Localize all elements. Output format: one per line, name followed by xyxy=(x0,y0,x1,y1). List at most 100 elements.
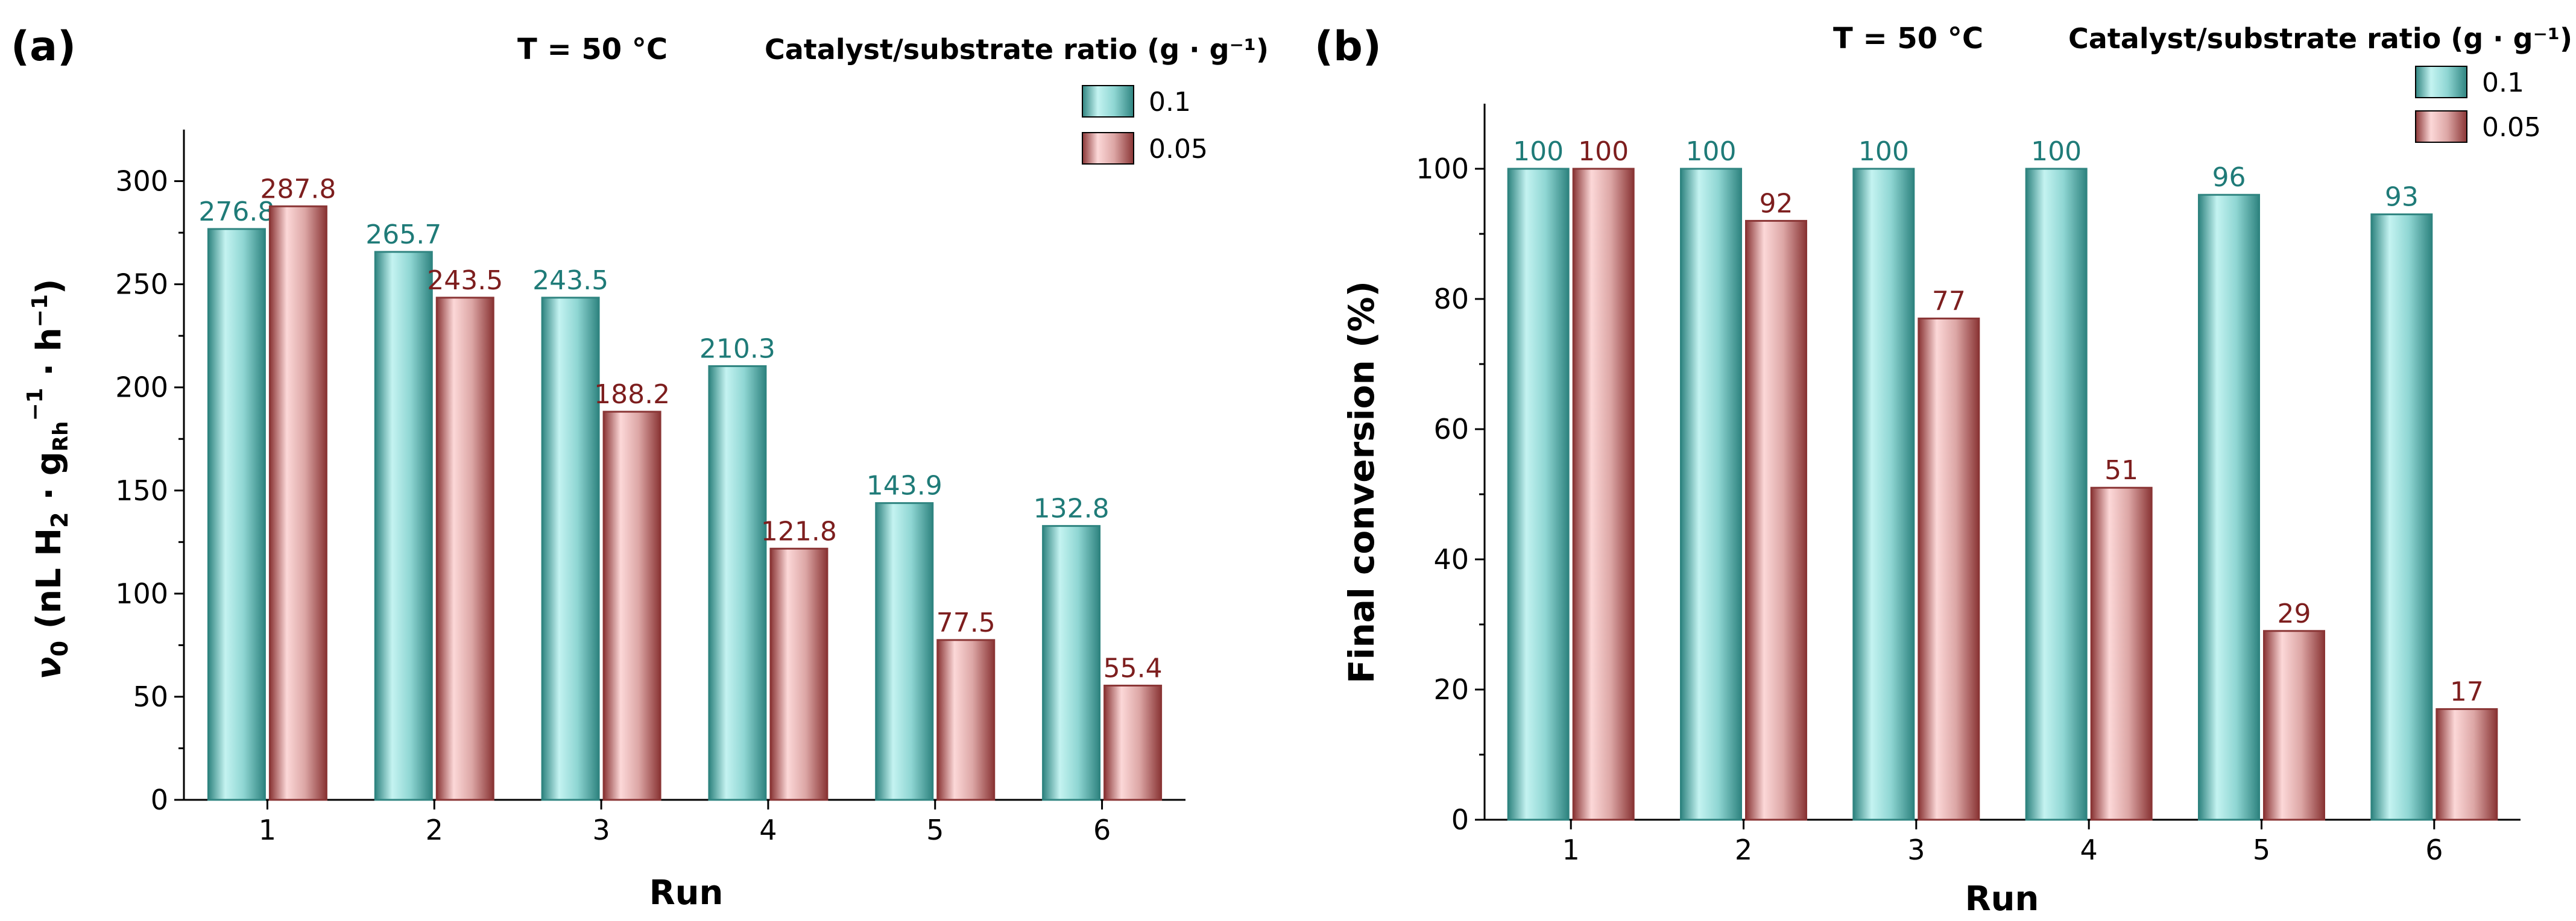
bar-run4-series-0.1 xyxy=(708,365,767,801)
bar-run4-series-0.1 xyxy=(2025,168,2088,821)
data-label: 100 xyxy=(1858,136,1909,167)
data-label: 243.5 xyxy=(427,265,503,296)
y-tick-label: 0 xyxy=(151,784,168,816)
data-label: 17 xyxy=(2450,676,2484,707)
y-tick-label: 100 xyxy=(1416,152,1469,185)
temperature-header: T = 50 °C xyxy=(517,33,668,66)
data-label: 287.8 xyxy=(260,174,336,204)
data-label: 143.9 xyxy=(867,471,942,501)
bar-run5-series-0.05 xyxy=(2263,630,2325,821)
y-tick-label: 20 xyxy=(1433,673,1469,706)
y-tick-label: 150 xyxy=(115,474,168,507)
y-tick-label: 0 xyxy=(1451,803,1469,836)
y-tick-label: 300 xyxy=(115,165,168,198)
x-tick-label: 2 xyxy=(1735,834,1752,866)
bar-run2-series-0.1 xyxy=(1680,168,1742,821)
y-label-pre: (nL H xyxy=(30,528,69,641)
data-label: 55.4 xyxy=(1103,653,1163,684)
data-label: 132.8 xyxy=(1034,494,1110,524)
bar-run2-series-0.05 xyxy=(1745,219,1807,821)
x-tick-label: 1 xyxy=(259,814,276,846)
bar-run1-series-0.1 xyxy=(1507,168,1570,821)
data-label: 121.8 xyxy=(761,516,837,547)
y-tick-label: 80 xyxy=(1433,283,1469,315)
x-tick-label: 3 xyxy=(592,814,610,846)
data-label: 276.8 xyxy=(198,196,274,227)
data-label: 96 xyxy=(2212,162,2246,193)
bar-run6-series-0.05 xyxy=(2436,708,2498,821)
legend-title: Catalyst/substrate ratio (g · g⁻¹) xyxy=(765,33,1269,66)
y-tick-label: 250 xyxy=(115,268,168,301)
y-label-close: ) xyxy=(30,279,69,295)
x-tick-label: 5 xyxy=(926,814,944,846)
data-label: 210.3 xyxy=(699,333,775,364)
plot-area: 0 20 40 60 80 100 1 2 3 4 5 6 100 100 100 100 96 93 100 92 7… xyxy=(1416,104,2521,866)
y-axis-label: ν0 (nL H2 · gRh−1 · h−1) xyxy=(23,279,73,680)
legend-swatch-0.05 xyxy=(1082,132,1134,165)
y-tick-label: 200 xyxy=(115,371,168,404)
panel-a: (a) T = 50 °C Catalyst/substrate ratio (… xyxy=(11,23,1269,913)
bar-run3-series-0.1 xyxy=(1852,168,1915,821)
panel-label: (b) xyxy=(1315,23,1381,71)
y-label-sup2: −1 xyxy=(28,294,52,327)
y-axis-label: Final conversion (%) xyxy=(1341,281,1382,684)
data-label: 100 xyxy=(2031,136,2082,167)
bar-run3-series-0.05 xyxy=(1918,317,1980,821)
plot-area: 0 50 100 150 200 250 300 1 2 3 4 5 6 276.8 265.7 243.5 2… xyxy=(115,130,1185,846)
y-label-post: · h xyxy=(30,327,69,388)
x-tick-label: 5 xyxy=(2253,834,2270,866)
bar-run1-series-0.05 xyxy=(1572,168,1635,821)
y-label-subRh: Rh xyxy=(49,421,73,451)
data-label: 77.5 xyxy=(936,608,996,638)
y-label-sub0: 0 xyxy=(46,641,73,656)
x-tick-label: 2 xyxy=(426,814,443,846)
bar-run2-series-0.1 xyxy=(374,251,433,801)
data-label: 188.2 xyxy=(594,379,670,410)
y-tick-label: 40 xyxy=(1433,543,1469,576)
bar-run1-series-0.1 xyxy=(207,228,266,801)
data-label: 92 xyxy=(1760,188,1793,219)
bar-run3-series-0.1 xyxy=(541,297,600,801)
legend-label-0.05: 0.05 xyxy=(2482,112,2541,143)
bar-run4-series-0.05 xyxy=(2090,486,2153,821)
bar-run5-series-0.1 xyxy=(2198,193,2260,821)
bar-run6-series-0.1 xyxy=(1042,525,1101,801)
bar-run5-series-0.1 xyxy=(875,502,934,801)
y-label-sub2: 2 xyxy=(46,512,73,527)
legend-title: Catalyst/substrate ratio (g · g⁻¹) xyxy=(2068,22,2572,55)
data-label: 29 xyxy=(2278,599,2311,629)
data-label: 100 xyxy=(1686,136,1737,167)
legend-swatch-0.1 xyxy=(1082,85,1134,118)
bar-run2-series-0.05 xyxy=(435,297,494,801)
data-label: 265.7 xyxy=(365,219,441,250)
bar-run3-series-0.05 xyxy=(602,410,661,801)
panel-label: (a) xyxy=(11,23,76,71)
x-tick-label: 3 xyxy=(1907,834,1925,866)
bar-run5-series-0.05 xyxy=(936,639,996,801)
x-tick-label: 6 xyxy=(2425,834,2443,866)
panel-b: (b) T = 50 °C Catalyst/substrate ratio (… xyxy=(1315,22,2572,919)
y-tick-label: 60 xyxy=(1433,413,1469,445)
data-label: 100 xyxy=(1513,136,1564,167)
legend: 0.1 0.05 xyxy=(2415,66,2541,143)
legend: 0.1 0.05 xyxy=(1082,85,1208,165)
y-tick-label: 50 xyxy=(133,681,168,713)
x-tick-label: 6 xyxy=(1093,814,1111,846)
y-label-nu: ν xyxy=(30,656,69,679)
x-tick-label: 1 xyxy=(1562,834,1580,866)
data-label: 93 xyxy=(2385,182,2419,213)
data-label: 77 xyxy=(1932,286,1966,316)
data-label: 100 xyxy=(1578,136,1629,167)
bar-run4-series-0.05 xyxy=(769,547,829,801)
legend-label-0.1: 0.1 xyxy=(1149,87,1191,118)
bar-run1-series-0.05 xyxy=(268,205,327,801)
temperature-header: T = 50 °C xyxy=(1833,22,1983,55)
y-label-sup1: −1 xyxy=(23,388,48,421)
x-tick-label: 4 xyxy=(759,814,777,846)
legend-swatch-0.1 xyxy=(2415,66,2467,98)
legend-label-0.05: 0.05 xyxy=(1149,134,1208,165)
legend-swatch-0.05 xyxy=(2415,110,2467,143)
x-axis-label: Run xyxy=(1965,879,2039,919)
y-tick-label: 100 xyxy=(115,577,168,610)
